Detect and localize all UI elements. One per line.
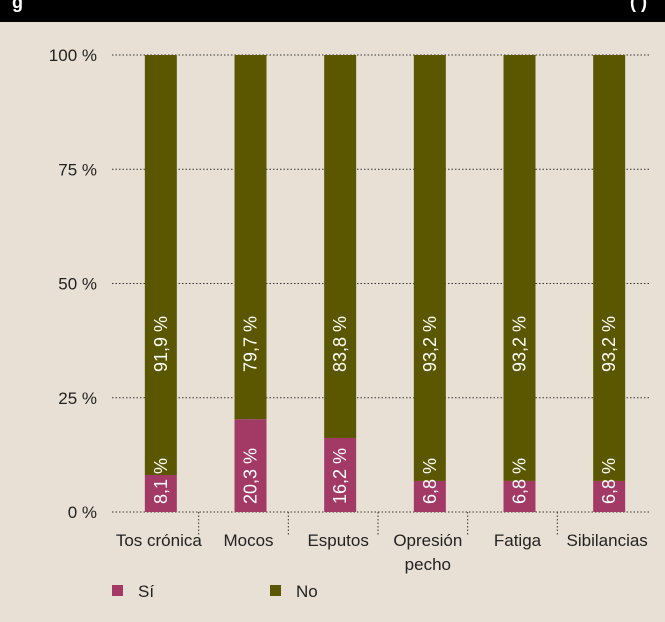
- category-label: Tos crónica: [116, 531, 203, 550]
- bar-value-label: 6,8 %: [420, 458, 440, 504]
- bar-segment-si: [413, 480, 446, 512]
- bar-value-label: 83,8 %: [330, 316, 350, 372]
- y-tick-label: 0 %: [68, 503, 97, 522]
- category-label: pecho: [405, 555, 451, 574]
- bar-value-label: 20,3 %: [241, 448, 261, 504]
- bar-segment-no: [324, 55, 357, 438]
- y-tick-label: 50 %: [58, 275, 97, 294]
- bar-segment-si: [324, 437, 357, 512]
- legend-label: No: [296, 582, 318, 601]
- bar-value-label: 93,2 %: [420, 316, 440, 372]
- bar-value-label: 8,1 %: [151, 458, 171, 504]
- y-tick-label: 100 %: [49, 46, 97, 65]
- bar-segment-no: [234, 55, 267, 420]
- legend-label: Sí: [138, 582, 154, 601]
- bar-segment-si: [503, 480, 536, 512]
- legend-swatch: [270, 585, 281, 596]
- bar-value-label: 93,2 %: [599, 316, 619, 372]
- bar-segment-si: [234, 419, 267, 512]
- bar-segment-no: [593, 55, 626, 481]
- bar-value-label: 93,2 %: [510, 316, 530, 372]
- chart-title-right: ( ): [630, 0, 647, 12]
- category-label: Mocos: [223, 531, 273, 550]
- legend-swatch: [112, 585, 123, 596]
- category-label: Fatiga: [494, 531, 542, 550]
- bar-value-label: 6,8 %: [510, 458, 530, 504]
- bar-value-label: 91,9 %: [151, 316, 171, 372]
- y-tick-label: 75 %: [58, 160, 97, 179]
- title-bar: g ( ): [0, 0, 665, 22]
- bar-segment-si: [593, 480, 626, 512]
- category-label: Opresión: [393, 531, 462, 550]
- chart-title-left: g: [12, 0, 23, 12]
- y-tick-label: 25 %: [58, 389, 97, 408]
- bar-segment-no: [413, 55, 446, 481]
- bar-value-label: 6,8 %: [599, 458, 619, 504]
- bar-segment-si: [144, 474, 177, 512]
- category-label: Sibilancias: [567, 531, 648, 550]
- category-label: Esputos: [307, 531, 368, 550]
- bar-segment-no: [144, 55, 177, 475]
- bar-segment-no: [503, 55, 536, 481]
- bar-value-label: 79,7 %: [241, 316, 261, 372]
- bar-value-label: 16,2 %: [330, 448, 350, 504]
